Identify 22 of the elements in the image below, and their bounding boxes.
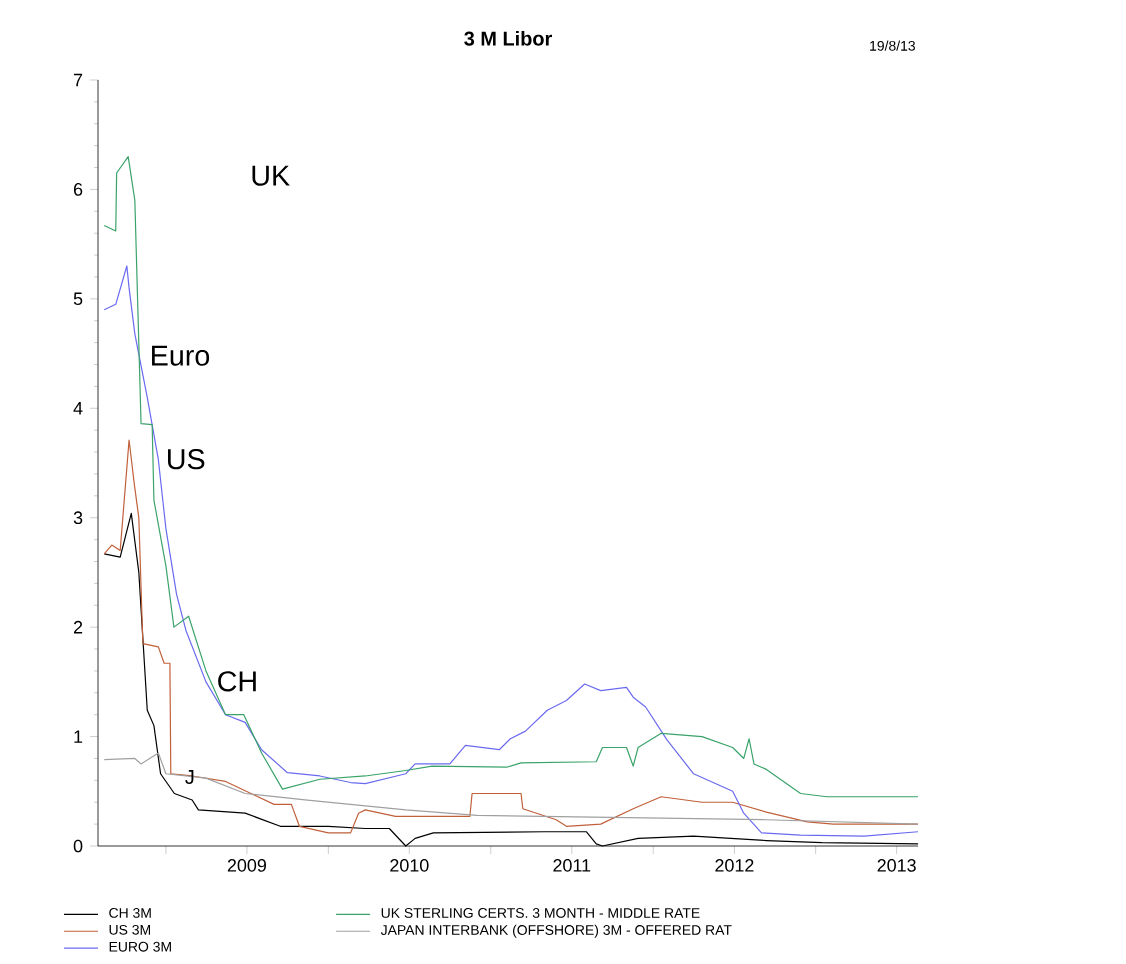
line-series [103, 265, 919, 837]
x-tick-label: 2013 [877, 859, 916, 872]
y-tick-label: 1 [74, 730, 83, 743]
y-tick-label: 3 [73, 511, 83, 525]
annotation: UK [252, 165, 290, 186]
line-series [103, 752, 919, 825]
x-tick-label: 2010 [390, 859, 429, 872]
y-tick-label: 7 [73, 73, 83, 87]
x-tick-label: 2012 [715, 859, 754, 872]
x-tick-label: 2011 [553, 859, 591, 872]
y-tick-label: 5 [73, 292, 83, 306]
annotation: Euro [152, 345, 210, 366]
chart-title: 3 M Libor [464, 31, 552, 46]
y-tick-label: 2 [73, 620, 83, 634]
y-tick-label: 4 [73, 402, 83, 415]
annotation: US [168, 449, 205, 470]
annotation: CH [218, 671, 256, 692]
x-tick-label: 2009 [227, 859, 266, 872]
annotation: J [185, 770, 194, 785]
line-series [103, 155, 919, 798]
y-tick-label: 6 [73, 183, 83, 196]
y-tick-label: 0 [73, 839, 83, 853]
